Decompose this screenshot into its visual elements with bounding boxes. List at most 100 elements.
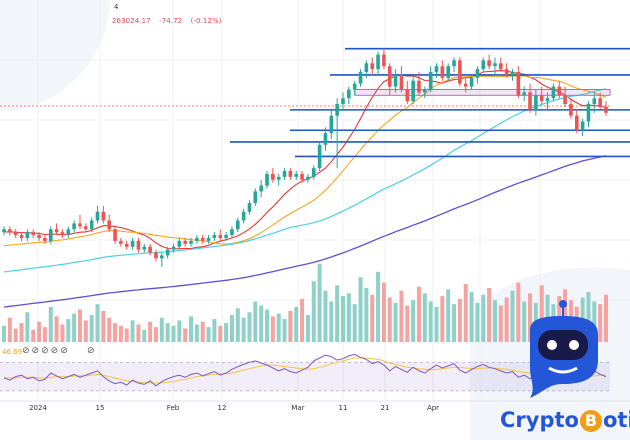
x-tick-label: Apr	[426, 404, 440, 412]
candle-body	[364, 63, 369, 73]
x-tick-label: 21	[380, 404, 390, 412]
moving-average-line	[4, 69, 607, 250]
candle-body	[317, 144, 322, 169]
volume-bar	[346, 293, 351, 342]
candle-body	[428, 72, 433, 90]
candle-body	[253, 191, 258, 204]
volume-bar	[381, 282, 386, 342]
candle-body	[329, 115, 334, 134]
volume-bar	[31, 329, 36, 342]
candle-body	[551, 86, 556, 99]
candle-body	[411, 80, 415, 102]
volume-bar	[370, 294, 375, 342]
volume-bar	[311, 281, 316, 342]
volume-bar	[422, 293, 427, 342]
header-close: 263024.17	[112, 17, 151, 25]
volume-bar	[481, 294, 486, 342]
candle-body	[265, 173, 269, 186]
volume-bar	[434, 306, 439, 342]
candle-body	[107, 220, 112, 230]
volume-bar	[276, 313, 281, 342]
eye-off-icon[interactable]: ⊘	[31, 346, 42, 356]
volume-bar	[335, 285, 340, 342]
volume-bar	[294, 306, 299, 342]
volume-bar	[42, 327, 47, 342]
header-change: -74.72	[159, 17, 183, 25]
candle-body	[423, 89, 427, 93]
candle-body	[487, 60, 491, 67]
candle-body	[563, 95, 567, 105]
volume-bar	[340, 296, 345, 342]
candle-body	[31, 232, 36, 236]
volume-bar	[25, 312, 30, 342]
candle-body	[452, 60, 456, 67]
candle-body	[95, 211, 100, 221]
eye-off-icon[interactable]: ⊘	[22, 346, 32, 356]
candle-body	[276, 176, 281, 180]
indicator-visibility-icons[interactable]: ⊘⊘⊘⊘⊘	[22, 346, 70, 356]
volume-bar	[352, 304, 357, 342]
candle-body	[84, 226, 88, 230]
horizontal-levels[interactable]	[230, 47, 630, 158]
volume-bar	[159, 317, 164, 342]
volume-bar	[37, 321, 42, 342]
volume-bar	[107, 317, 112, 342]
brand-text-pre: Crypto	[500, 408, 579, 432]
candle-body	[493, 63, 497, 67]
volume-bar	[101, 310, 106, 342]
volume-bar	[387, 297, 392, 342]
rsi-band	[0, 362, 610, 391]
candle-body	[165, 249, 170, 256]
volume-bar	[300, 298, 305, 342]
volume-bar	[54, 316, 59, 342]
candle-body	[569, 104, 573, 116]
candle-body	[136, 240, 141, 250]
candle-body	[306, 176, 310, 180]
candle-body	[113, 229, 117, 241]
candle-body	[78, 223, 82, 227]
rsi-value-label: 46.69	[2, 348, 23, 356]
volume-bar	[72, 313, 77, 342]
candle-body	[358, 72, 363, 84]
candle-body	[8, 229, 12, 233]
volume-bar	[60, 324, 65, 342]
candle-body	[212, 235, 217, 238]
moving-average-line	[3, 155, 607, 308]
candle-body	[598, 98, 602, 107]
candle-body	[370, 63, 375, 70]
candle-body	[510, 72, 515, 75]
moving-average-line	[3, 88, 607, 273]
candle-body	[2, 229, 6, 233]
candle-body	[323, 133, 328, 145]
candle-body	[148, 246, 152, 253]
volume-bar	[183, 328, 188, 342]
eye-off-icon[interactable]: ⊘	[41, 346, 51, 356]
candle-body	[574, 115, 579, 131]
volume-bar	[118, 325, 123, 342]
candle-body	[592, 98, 597, 105]
eye-off-icon[interactable]: ⊘	[60, 346, 70, 356]
volume-bar	[206, 327, 211, 342]
candle-body	[72, 223, 76, 230]
volume-bar	[148, 321, 153, 342]
volume-bars	[2, 263, 608, 342]
volume-bar	[218, 325, 223, 342]
volume-bar	[194, 324, 199, 342]
candle-body	[271, 173, 275, 180]
volume-bar	[165, 323, 170, 342]
volume-bar	[136, 324, 141, 342]
volume-bar	[241, 317, 246, 342]
volume-bar	[522, 301, 527, 342]
candle-body	[475, 69, 480, 78]
volume-bar	[457, 298, 462, 342]
candle-body	[341, 98, 345, 105]
candle-body	[504, 69, 509, 75]
eye-off-icon[interactable]: ⊘	[50, 346, 61, 356]
x-tick-label: Mar	[291, 404, 305, 412]
candle-body	[177, 240, 182, 247]
volume-bar	[510, 290, 515, 342]
volume-bar	[224, 323, 229, 342]
eye-off-icon[interactable]: ⊘	[87, 346, 95, 356]
rsi-line	[3, 353, 607, 387]
